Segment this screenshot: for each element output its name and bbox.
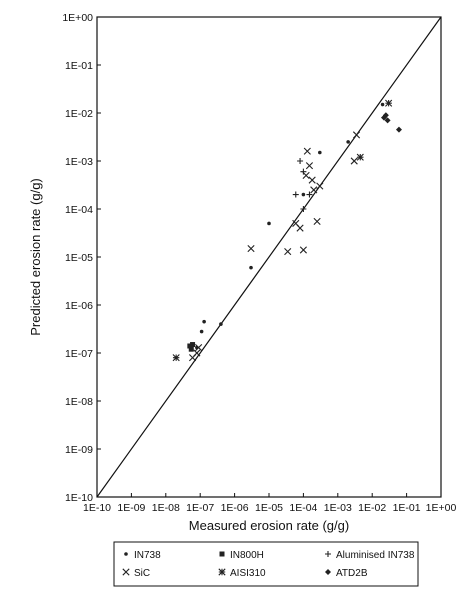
data-point-sic <box>310 186 318 194</box>
data-point-atd2b <box>382 112 389 119</box>
x-axis-ticks: 1E-10 1E-09 1E-08 1E-07 1E-06 1E-05 1E-04 1E-03… <box>83 493 457 514</box>
legend-marker-sic <box>122 568 130 576</box>
y-tick-label: 1E-06 <box>65 300 93 312</box>
x-tick-label: 1E-10 <box>83 502 111 514</box>
data-point-atd2b <box>395 126 402 133</box>
x-tick-label: 1E-07 <box>186 502 214 514</box>
data-point-sic <box>352 131 361 139</box>
x-tick-label: 1E-06 <box>221 502 249 514</box>
data-point-in738 <box>346 140 350 144</box>
y-tick-label: 1E-10 <box>65 492 93 504</box>
data-point-sic <box>302 171 310 180</box>
legend-label-atd2b: ATD2B <box>336 568 368 579</box>
x-tick-label: 1E-04 <box>289 502 317 514</box>
y-axis-label: Predicted erosion rate (g/g) <box>28 178 43 336</box>
y-tick-label: 1E-08 <box>65 396 93 408</box>
data-point-sic <box>247 244 255 253</box>
data-point-in738 <box>219 322 223 326</box>
data-point-in738 <box>318 150 322 155</box>
x-tick-label: 1E-03 <box>324 502 352 514</box>
legend-marker-atd2b <box>325 569 331 575</box>
data-point-aisi310 <box>385 99 393 107</box>
data-point-in800h <box>188 346 194 352</box>
y-tick-label: 1E+00 <box>62 12 93 24</box>
data-point-aluminised-in738 <box>300 168 307 175</box>
y-tick-label: 1E-02 <box>65 108 93 120</box>
legend-box <box>113 541 419 587</box>
legend-marker-in738 <box>124 552 128 556</box>
data-point-in738 <box>202 319 206 324</box>
data-point-sic <box>308 176 316 184</box>
data-point-in738 <box>301 192 306 197</box>
data-points <box>172 99 402 362</box>
data-point-sic <box>296 224 304 232</box>
x-tick-label: 1E+00 <box>426 502 457 514</box>
data-point-sic <box>299 246 307 254</box>
data-point-sic <box>284 247 292 256</box>
data-point-sic <box>303 147 311 155</box>
data-point-in800h <box>190 342 196 348</box>
x-tick-label: 1E-01 <box>393 502 421 514</box>
y-tick-label: 1E-09 <box>65 444 93 456</box>
data-point-aisi310 <box>172 354 180 362</box>
data-point-sic <box>195 343 203 352</box>
legend-label-sic: SiC <box>134 568 150 579</box>
legend-label-in800h: IN800H <box>230 550 264 561</box>
data-point-aisi310 <box>356 153 364 161</box>
data-point-aluminised-in738 <box>300 206 307 212</box>
data-point-sic <box>316 182 324 190</box>
y-tick-label: 1E-04 <box>65 204 93 216</box>
x-tick-label: 1E-05 <box>255 502 283 514</box>
legend-label-aluminised-in738: Aluminised IN738 <box>336 550 415 561</box>
legend-marker-aisi310 <box>218 568 226 576</box>
data-point-aluminised-in738 <box>297 158 304 164</box>
x-tick-label: 1E-08 <box>152 502 180 514</box>
y-tick-label: 1E-05 <box>65 252 93 264</box>
data-point-aluminised-in738 <box>292 191 299 198</box>
legend-label-in738: IN738 <box>134 550 161 561</box>
legend-marker-in800h <box>219 551 225 557</box>
data-point-sic <box>305 162 314 170</box>
data-point-in800h <box>187 343 193 349</box>
legend-marker-aluminised-in738 <box>325 551 331 557</box>
data-point-aluminised-in738 <box>306 191 313 198</box>
legend: IN738 IN800H Aluminised IN738 SiC AISI310 ATD… <box>113 541 419 587</box>
legend-label-aisi310: AISI310 <box>230 568 266 579</box>
data-point-atd2b <box>384 117 391 124</box>
data-point-in738 <box>249 265 253 270</box>
data-point-in738 <box>380 102 385 107</box>
y-tick-label: 1E-03 <box>65 156 93 168</box>
data-point-in738 <box>267 221 271 226</box>
data-point-in738 <box>199 329 204 334</box>
data-point-sic <box>313 217 321 226</box>
x-tick-label: 1E-02 <box>358 502 386 514</box>
data-point-sic <box>350 157 358 165</box>
reference-line-y-equals-x <box>96 16 442 498</box>
y-axis-ticks: 1E-10 1E-09 1E-08 1E-07 1E-06 1E-05 1E-04 1E-03… <box>62 12 101 504</box>
x-tick-label: 1E-09 <box>117 502 145 514</box>
y-tick-label: 1E-01 <box>65 60 93 72</box>
y-tick-label: 1E-07 <box>65 348 93 360</box>
x-axis-label: Measured erosion rate (g/g) <box>189 518 349 533</box>
data-point-sic <box>193 349 201 357</box>
